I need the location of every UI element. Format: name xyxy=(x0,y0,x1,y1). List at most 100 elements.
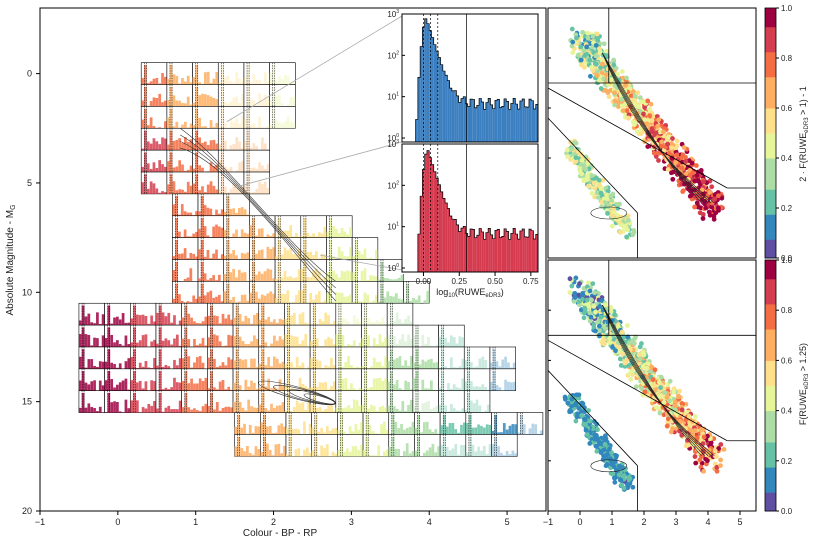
cmd-cell-bar xyxy=(458,410,462,413)
ruwe-hist-bar xyxy=(533,238,536,272)
cmd-x-tick-label: 0 xyxy=(115,517,120,527)
hexbin-cell xyxy=(694,435,700,441)
cmd-cell xyxy=(412,368,439,392)
cmd-cell-bar xyxy=(389,279,392,282)
hexbin-boundary xyxy=(547,339,728,442)
cmd-cell-bar xyxy=(444,366,447,369)
cmd-cell xyxy=(78,302,105,326)
cmd-cell-bar xyxy=(374,433,378,435)
cmd-cell-bar xyxy=(340,270,344,282)
cmd-cell-bar xyxy=(232,268,235,282)
colorbar-segment xyxy=(765,291,776,299)
hexbin-cell xyxy=(673,159,679,165)
hexbin-cell xyxy=(677,418,683,424)
cmd-cell-bar xyxy=(364,327,368,347)
cmd-cell-bar xyxy=(381,380,385,391)
cmd-cell-bar xyxy=(517,432,520,435)
cmd-cell-bar xyxy=(431,431,435,435)
hexbin-cell xyxy=(581,315,587,321)
cmd-cell-bar xyxy=(130,356,134,369)
cmd-cell-bar xyxy=(226,169,230,173)
cmd-cell-bar xyxy=(318,346,322,347)
ruwe-hist-bar xyxy=(535,104,538,142)
cmd-cell-bar xyxy=(195,323,199,326)
cmd-cell-bar xyxy=(290,362,293,369)
cmd-cell-bar xyxy=(434,452,438,457)
ruwe-hist-bar xyxy=(454,90,457,142)
cmd-cell-bar xyxy=(107,327,111,347)
cmd-cell-bar xyxy=(181,338,185,347)
cmd-cell-bar xyxy=(136,382,139,391)
ruwe-hist-bar xyxy=(488,228,491,272)
hexbin-cell xyxy=(573,155,579,161)
cmd-cell-bar xyxy=(375,411,379,413)
cmd-cell xyxy=(377,281,404,304)
cmd-cell-bar xyxy=(195,357,199,369)
cmd-cell-bar xyxy=(489,362,493,369)
cmd-cell-bar xyxy=(285,428,289,435)
cmd-cell-bar xyxy=(249,292,253,304)
cmd-cell-bar xyxy=(323,226,327,238)
cmd-cell-bar xyxy=(300,290,304,304)
cmd-cell xyxy=(489,368,516,392)
hexbin-cell xyxy=(702,199,708,204)
cmd-cell-bar xyxy=(292,122,296,129)
cmd-cell-bar xyxy=(246,86,250,107)
cmd-cell xyxy=(207,390,234,413)
cmd-x-tick-label: 3 xyxy=(349,517,354,527)
hexbin-cell xyxy=(569,403,575,409)
cmd-cell-bar xyxy=(457,454,460,457)
hexbin-cell xyxy=(607,446,612,452)
cmd-cell-bar xyxy=(270,321,273,326)
cmd-cell-bar xyxy=(395,408,399,413)
cmd-cell xyxy=(197,215,225,238)
cmd-cell-bar xyxy=(266,234,270,238)
hexbin-cell xyxy=(604,192,609,198)
colorbar-top-label: 2 · F(RUWEeDR3 > 1) - 1 xyxy=(798,86,810,182)
cmd-cell-bar xyxy=(250,380,253,391)
cmd-cell-bar xyxy=(478,405,482,413)
cmd-cell-bar xyxy=(209,278,213,282)
hexbin-cell xyxy=(594,31,600,37)
cmd-cell-bar xyxy=(457,432,460,435)
cmd-cell-bar xyxy=(364,305,368,326)
cmd-cell-bar xyxy=(226,261,230,282)
cmd-cell-bar xyxy=(392,296,395,304)
ruwe-hist-bar xyxy=(420,46,423,142)
cmd-cell-bar xyxy=(275,256,278,260)
hexbin-cell xyxy=(647,106,653,112)
hexbin-cell xyxy=(585,173,590,179)
cmd-cell-bar xyxy=(484,360,487,369)
cmd-cell-bar xyxy=(124,322,128,326)
hexbin-cell xyxy=(667,378,673,384)
cmd-cell-bar xyxy=(412,298,415,304)
hexbin-cell xyxy=(602,302,608,308)
hexbin-cell xyxy=(719,195,725,201)
ruwe-hist-bar xyxy=(451,90,455,142)
hexbin-cell xyxy=(706,209,712,215)
cmd-cell-bar xyxy=(390,349,393,369)
cmd-cell-bar xyxy=(428,429,432,435)
cmd-cell-bar xyxy=(275,340,279,347)
cmd-cell-bar xyxy=(383,297,387,304)
hexbin-cell xyxy=(582,305,588,311)
cmd-cell-bar xyxy=(138,315,142,326)
cmd-cell-bar xyxy=(164,121,167,129)
hexbin-cell xyxy=(667,398,672,404)
hexbin-cell xyxy=(580,401,586,407)
cmd-cell-bar xyxy=(384,407,388,413)
cmd-cell-bar xyxy=(218,341,222,347)
cmd-cell-bar xyxy=(250,406,253,413)
cmd-cell xyxy=(166,127,193,151)
cmd-cell-bar xyxy=(469,381,473,391)
cmd-cell-bar xyxy=(401,401,405,413)
hexbin-cell xyxy=(616,463,622,469)
hexbin-cell xyxy=(590,281,596,287)
cmd-cell-bar xyxy=(412,377,416,391)
cmd-cell xyxy=(274,259,302,282)
ruwe-hist-bar xyxy=(460,228,464,272)
cmd-cell-bar xyxy=(337,292,341,304)
hexbin-cell xyxy=(615,71,621,77)
cmd-cell-bar xyxy=(195,86,199,107)
cmd-cell-bar xyxy=(221,380,225,391)
